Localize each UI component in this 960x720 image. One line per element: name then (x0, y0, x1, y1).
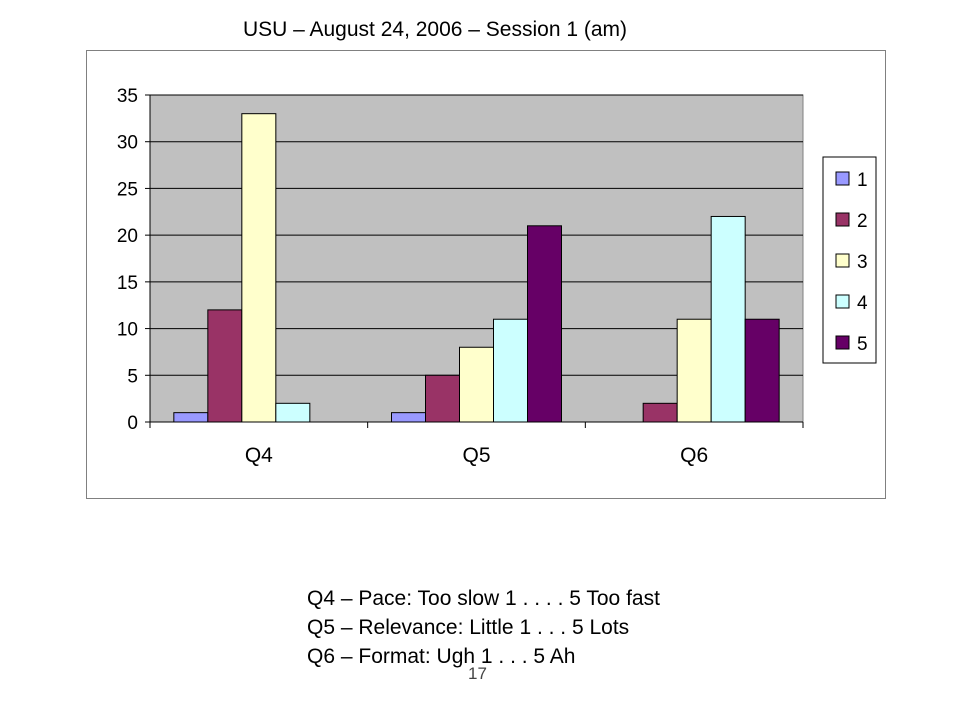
x-tick-label: Q4 (245, 444, 273, 467)
question-notes: Q4 – Pace: Too slow 1 . . . . 5 Too fast… (307, 584, 660, 671)
note-q4: Q4 – Pace: Too slow 1 . . . . 5 Too fast (307, 587, 660, 610)
bar-q5-series-1 (391, 412, 426, 423)
y-tick-label: 10 (117, 320, 138, 341)
y-tick-label: 35 (117, 86, 138, 107)
legend-label-5: 5 (857, 334, 868, 355)
x-tick-label: Q5 (462, 444, 490, 467)
y-tick-label: 0 (127, 413, 138, 434)
page-number: 17 (468, 664, 487, 683)
bar-q5-series-3 (459, 346, 494, 423)
bar-q4-series-2 (207, 309, 243, 423)
y-tick-label: 15 (117, 273, 138, 294)
bar-q4-series-4 (275, 402, 311, 423)
y-tick-label: 20 (117, 226, 138, 247)
legend-label-3: 3 (857, 252, 868, 273)
note-q5: Q5 – Relevance: Little 1 . . . 5 Lots (307, 616, 630, 639)
legend-label-1: 1 (857, 170, 868, 191)
legend-swatch-5 (835, 335, 850, 350)
legend-label-2: 2 (857, 211, 868, 232)
legend-swatch-2 (835, 212, 850, 227)
y-tick-label: 25 (117, 179, 138, 200)
bar-q4-series-1 (173, 412, 209, 423)
x-tick-label: Q6 (680, 444, 708, 467)
legend-swatch-4 (835, 294, 850, 309)
slide-title: USU – August 24, 2006 – Session 1 (am) (242, 18, 628, 41)
bar-q6-series-3 (676, 318, 712, 423)
bar-q5-series-4 (493, 318, 528, 423)
bar-q6-series-4 (710, 215, 746, 423)
y-tick-label: 30 (117, 133, 138, 154)
legend-swatch-3 (835, 253, 850, 268)
bar-q5-series-5 (527, 225, 562, 423)
bar-q6-series-5 (744, 318, 780, 423)
bar-q6-series-2 (642, 402, 678, 423)
bar-q5-series-2 (425, 374, 460, 423)
legend-swatch-1 (835, 171, 850, 186)
y-tick-label: 5 (127, 366, 138, 387)
note-q6: Q6 – Format: Ugh 1 . . . 5 Ah (307, 645, 576, 668)
bar-q4-series-3 (241, 113, 277, 423)
legend-label-4: 4 (857, 293, 868, 314)
